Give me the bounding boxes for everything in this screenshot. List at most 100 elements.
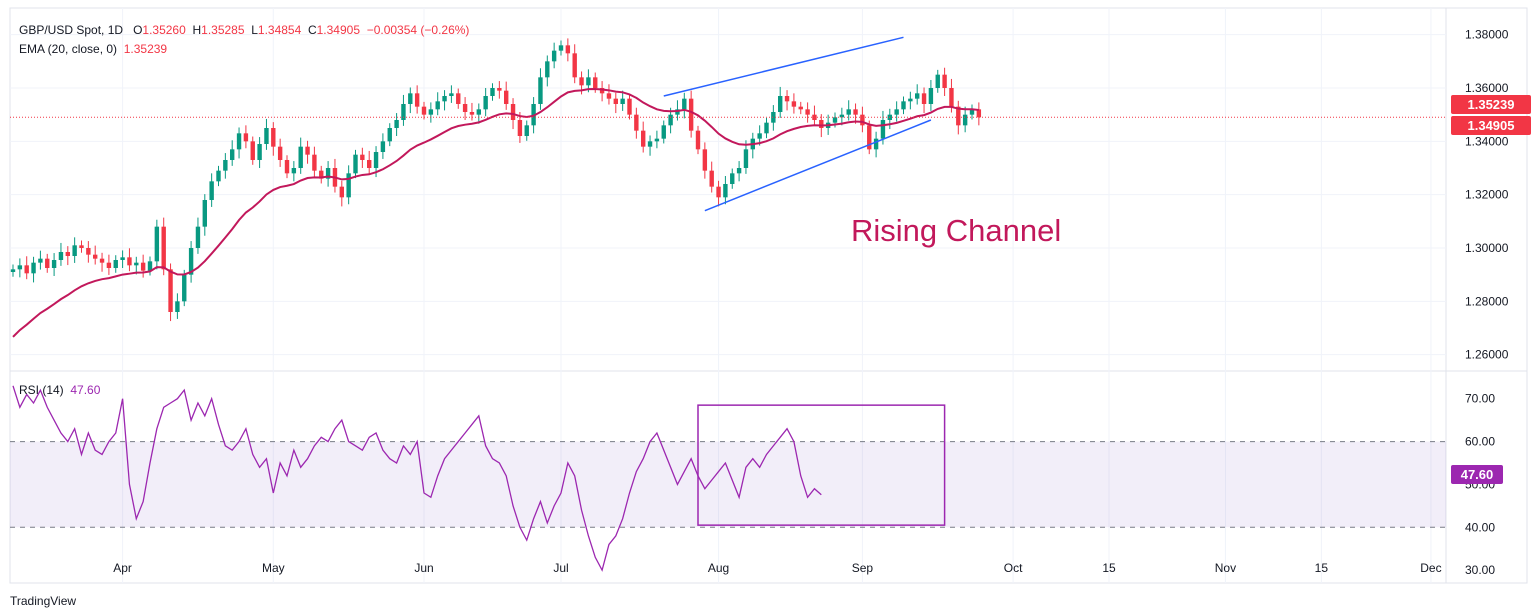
price-tick-label: 1.30000 — [1465, 241, 1509, 255]
candle-body — [593, 77, 598, 88]
candle-body — [58, 252, 64, 260]
candle-body — [209, 181, 214, 200]
candle-body — [428, 109, 434, 115]
candle-body — [195, 226, 201, 248]
candle-body — [928, 88, 934, 104]
high-value: 1.35285 — [201, 23, 245, 37]
candle-body — [538, 77, 543, 104]
candle-body — [312, 154, 317, 171]
candle-body — [394, 120, 399, 128]
candle-body — [880, 120, 886, 139]
candle-body — [819, 120, 824, 128]
candle-body — [497, 88, 502, 91]
rsi-line — [12, 385, 822, 572]
candle-body — [504, 90, 509, 104]
candle-body — [839, 114, 845, 118]
candle-body — [456, 93, 461, 104]
candle-body — [798, 106, 803, 110]
candle-body — [860, 114, 865, 126]
rsi-label: RSI (14) — [19, 383, 64, 397]
price-tick-label: 1.38000 — [1465, 28, 1509, 42]
candle-body — [257, 144, 262, 160]
candle-body — [250, 141, 255, 160]
candle-body — [743, 149, 749, 168]
rsi-tick-label: 70.00 — [1465, 392, 1495, 406]
candle-body — [202, 200, 207, 227]
candle-body — [627, 98, 632, 115]
candle-body — [127, 257, 132, 266]
candle-body — [832, 117, 838, 123]
candle-body — [579, 77, 584, 86]
open-value: 1.35260 — [142, 23, 186, 37]
candle-body — [435, 101, 440, 110]
candle-body — [620, 98, 625, 104]
candle-body — [565, 45, 571, 54]
x-tick-label: May — [262, 561, 285, 575]
close-label: C — [307, 23, 317, 37]
channel-lower-line — [704, 119, 932, 212]
candle-body — [572, 53, 577, 78]
candle-body — [641, 130, 646, 147]
candle-body — [962, 114, 968, 126]
x-tick-label: Sep — [852, 561, 874, 575]
candle-body — [86, 248, 91, 255]
x-tick-label: Apr — [113, 561, 132, 575]
candle-body — [271, 128, 276, 147]
candle-body — [360, 154, 365, 160]
candle-body — [353, 154, 358, 174]
close-value: 1.34905 — [316, 23, 361, 37]
candle-body — [524, 125, 529, 136]
candle-body — [380, 141, 386, 152]
rsi-tick-label: 30.00 — [1465, 563, 1495, 577]
candle-body — [72, 245, 77, 256]
x-tick-label: Jul — [553, 561, 568, 575]
x-tick-label: Aug — [708, 561, 729, 575]
rsi-value: 47.60 — [70, 383, 101, 397]
candle-body — [709, 170, 714, 187]
ema-price-tag: 1.35239 — [1451, 95, 1531, 114]
candle-body — [668, 114, 673, 126]
x-tick-label: Jun — [414, 561, 433, 575]
symbol-label: GBP/USD Spot, 1D — [19, 23, 124, 37]
price-tick-label: 1.28000 — [1465, 294, 1509, 308]
ema-label: EMA (20, close, 0) — [19, 42, 118, 56]
candle-body — [791, 101, 797, 107]
candle-body — [291, 168, 297, 174]
candle-body — [764, 122, 769, 134]
candle-body — [147, 261, 153, 271]
ema-line — [12, 88, 979, 338]
rsi-legend: RSI (14) 47.60 — [19, 383, 100, 398]
candle-body — [771, 112, 776, 123]
candle-body — [517, 120, 523, 136]
candle-body — [140, 262, 146, 271]
candle-body — [51, 260, 57, 268]
candle-body — [449, 93, 454, 96]
x-tick-label: Nov — [1215, 561, 1236, 575]
price-tick-label: 1.34000 — [1465, 134, 1509, 148]
candle-body — [277, 146, 283, 160]
candle-body — [339, 186, 344, 198]
candle-body — [188, 248, 194, 275]
candle-body — [134, 262, 139, 266]
candle-body — [10, 269, 16, 272]
candle-body — [243, 133, 249, 142]
candle-body — [476, 109, 481, 115]
candle-body — [154, 226, 160, 262]
low-value: 1.34854 — [257, 23, 302, 37]
x-tick-label: Oct — [1004, 561, 1023, 575]
candle-body — [319, 170, 324, 179]
close-price-tag: 1.34905 — [1451, 116, 1531, 135]
candle-body — [688, 98, 694, 131]
candle-body — [469, 112, 475, 115]
candle-body — [305, 146, 310, 155]
candle-body — [736, 168, 742, 174]
candle-body — [236, 133, 242, 150]
candle-body — [921, 93, 927, 104]
candle-body — [805, 109, 810, 115]
candle-body — [846, 109, 851, 115]
rsi-tick-label: 60.00 — [1465, 435, 1495, 449]
candle-body — [757, 133, 762, 139]
candle-body — [284, 160, 290, 174]
